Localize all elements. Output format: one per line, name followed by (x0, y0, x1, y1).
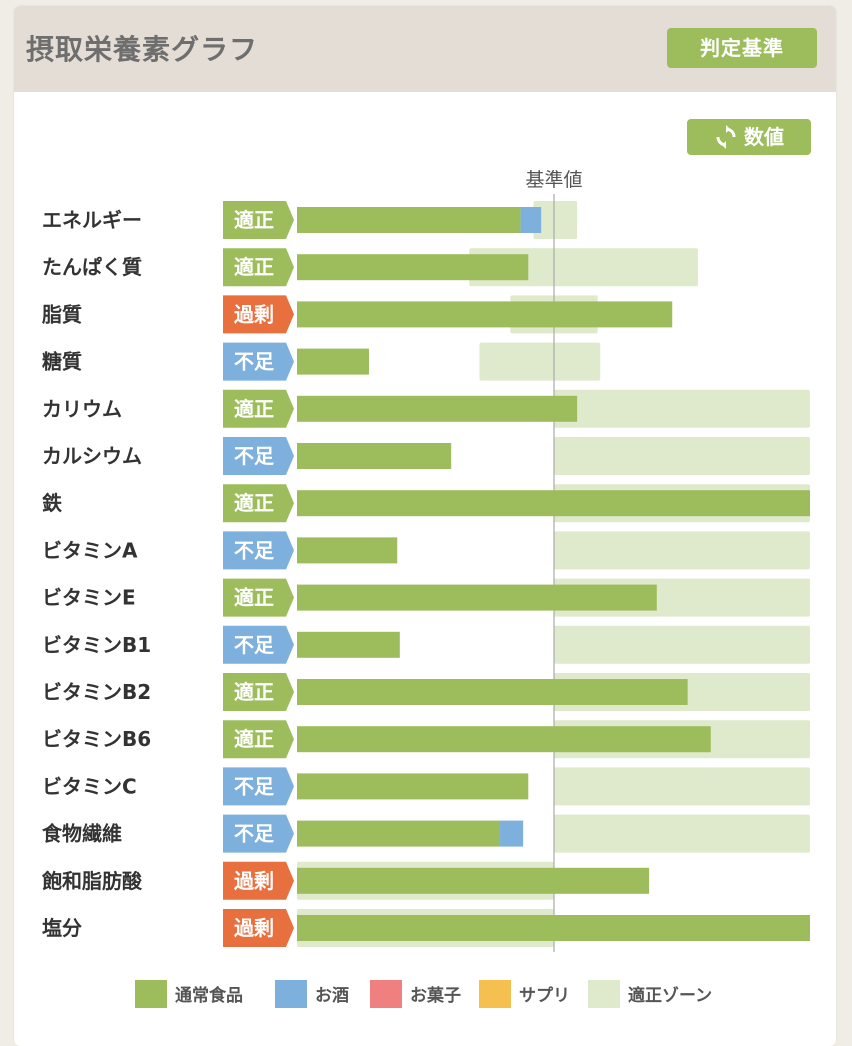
bar-segment (297, 490, 810, 517)
nutrient-label: 飽和脂肪酸 (42, 869, 143, 893)
legend-label: お菓子 (410, 986, 461, 1006)
refresh-icon (716, 125, 736, 149)
status-badge (223, 578, 294, 617)
bar-segment (297, 773, 529, 800)
nutrient-label: ビタミンB6 (42, 727, 151, 751)
status-badge-label: 不足 (234, 774, 275, 798)
bar-segment (297, 915, 810, 941)
card-header: 摂取栄養素グラフ 判定基準 (14, 6, 836, 92)
page-title: 摂取栄養素グラフ (26, 33, 259, 66)
status-badge-label: 適正 (234, 208, 274, 232)
legend-label: 通常食品 (175, 985, 243, 1006)
status-badge-label: 適正 (234, 586, 274, 610)
status-badge-label: 過剰 (234, 916, 274, 940)
nutrient-label: ビタミンB1 (42, 633, 151, 657)
bar-segment (297, 301, 673, 328)
status-badge-label: 不足 (234, 444, 275, 468)
nutrient-label: ビタミンC (42, 774, 137, 798)
status-badge-label: 不足 (234, 822, 275, 846)
criteria-button[interactable]: 判定基準 (667, 28, 817, 68)
bar-segment (297, 395, 578, 422)
appropriate-zone (554, 814, 810, 853)
bar-segment (297, 254, 529, 281)
bar-segment (297, 584, 657, 611)
status-badge-label: 過剰 (234, 302, 274, 326)
status-badge (223, 814, 294, 853)
legend-swatch (588, 980, 620, 1008)
nutrient-label: カルシウム (42, 444, 142, 468)
status-badge (223, 342, 294, 381)
bar-segment (297, 537, 398, 564)
appropriate-zone (554, 625, 810, 664)
status-badge (223, 248, 294, 287)
bar-segment (297, 348, 369, 375)
nutrient-label: エネルギー (42, 208, 142, 232)
status-badge (223, 767, 294, 806)
nutrient-label: ビタミンE (42, 586, 136, 610)
nutrient-label: ビタミンA (42, 538, 138, 562)
bar-segment (297, 631, 400, 658)
nutrient-label: 食物繊維 (42, 822, 122, 846)
appropriate-zone (554, 389, 810, 428)
status-badge (223, 861, 294, 900)
appropriate-zone (554, 767, 810, 806)
values-button-label: 数値 (744, 125, 784, 149)
status-badge-label: 不足 (234, 538, 275, 562)
status-badge (223, 625, 294, 664)
bar-segment (297, 726, 711, 753)
status-badge-label: 適正 (234, 255, 274, 279)
values-toggle-button[interactable]: 数値 (687, 119, 811, 155)
nutrient-label: カリウム (42, 397, 122, 421)
legend-swatch (275, 980, 307, 1008)
nutrient-label: 糖質 (42, 350, 82, 374)
status-badge (223, 673, 294, 711)
appropriate-zone (554, 531, 810, 570)
status-badge (223, 720, 294, 759)
status-badge (223, 484, 294, 523)
status-badge-label: 適正 (234, 397, 274, 421)
status-badge-label: 不足 (234, 633, 275, 657)
status-badge (223, 531, 294, 570)
legend-label: 適正ゾーン (628, 985, 712, 1006)
status-badge (223, 201, 294, 239)
appropriate-zone (533, 201, 578, 239)
legend-label: お酒 (315, 985, 349, 1006)
legend-swatch (370, 980, 402, 1008)
bar-segment (520, 207, 542, 233)
nutrient-label: 鉄 (42, 491, 62, 515)
status-badge-label: 過剰 (234, 869, 274, 893)
status-badge (223, 389, 294, 428)
bar-segment (297, 443, 452, 469)
legend-label: サプリ (519, 985, 570, 1006)
appropriate-zone (554, 437, 810, 475)
bar-segment (297, 867, 650, 894)
status-badge-label: 適正 (234, 491, 274, 515)
status-badge (223, 909, 294, 947)
nutrient-chart: 基準値エネルギー 適正たんぱく質 適正脂質 過剰糖質 不足カリウム 適正カルシウム 不足鉄適… (42, 169, 810, 1008)
status-badge (223, 437, 294, 475)
reference-label: 基準値 (525, 169, 582, 191)
nutrient-label: 塩分 (42, 916, 82, 940)
bar-segment (500, 820, 524, 847)
bar-segment (297, 820, 501, 847)
nutrient-label: ビタミンB2 (42, 680, 151, 704)
nutrient-label: たんぱく質 (42, 255, 142, 279)
nutrient-label: 脂質 (42, 302, 82, 326)
status-badge (223, 295, 294, 334)
status-badge-label: 不足 (234, 350, 275, 374)
appropriate-zone (479, 342, 601, 381)
bar-segment (297, 207, 521, 233)
legend-swatch (135, 980, 167, 1008)
legend-swatch (479, 980, 511, 1008)
bar-segment (297, 679, 688, 705)
status-badge-label: 適正 (234, 727, 274, 751)
status-badge-label: 適正 (234, 680, 274, 704)
